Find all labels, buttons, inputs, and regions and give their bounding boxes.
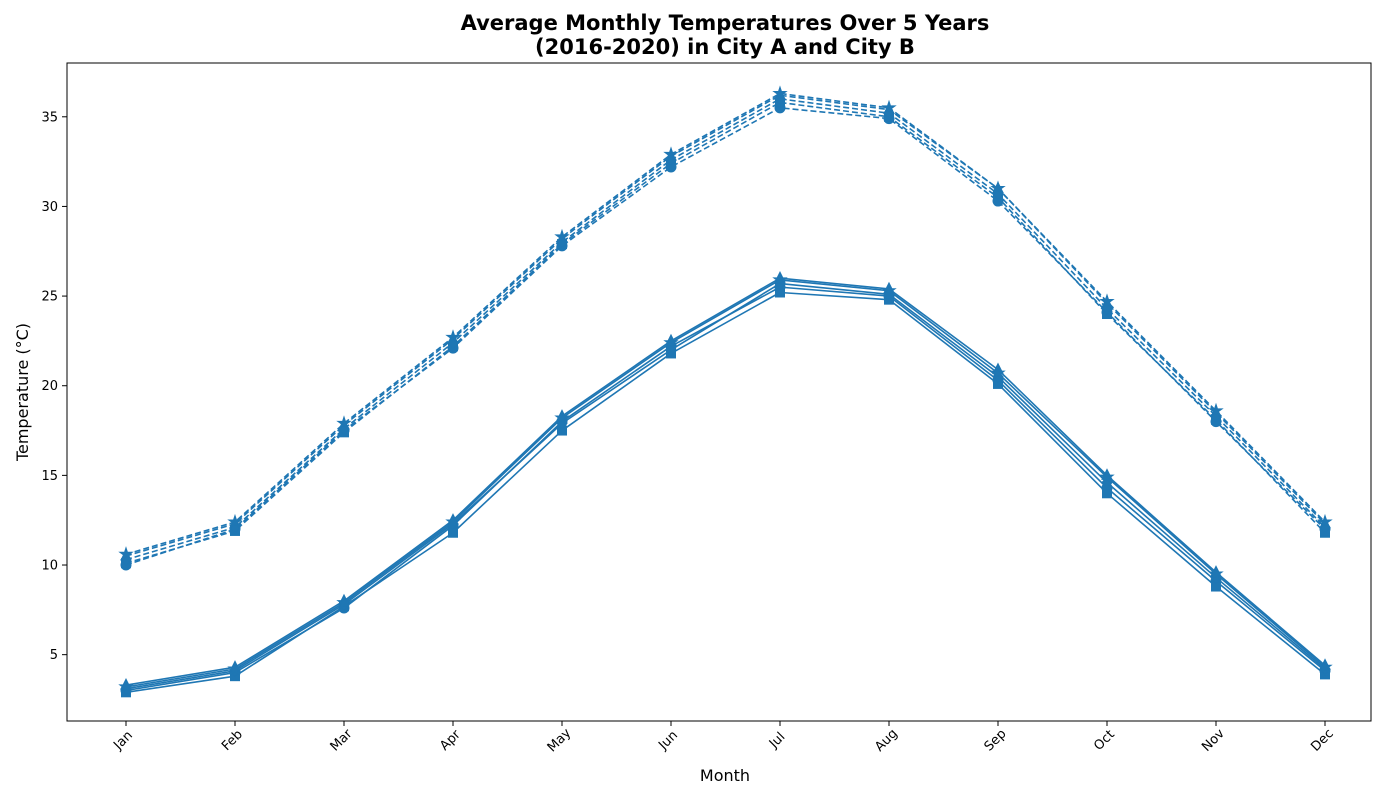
point-a-2-oct: [1102, 488, 1112, 499]
point-a-4-may: [554, 409, 570, 425]
point-a-4-apr: [445, 513, 461, 529]
x-tick-label-sep: Sep: [982, 727, 1010, 755]
point-a-4-nov: [1208, 565, 1224, 581]
x-tick-label-jan: Jan: [110, 728, 135, 753]
x-tick-label-aug: Aug: [872, 726, 901, 755]
x-tick-label-apr: Apr: [437, 727, 464, 754]
x-tick-label-mar: Mar: [328, 726, 356, 754]
y-tick-label-10: 10: [41, 559, 58, 574]
series-line-b-9: [125, 92, 1326, 556]
point-b-9-jul: [772, 85, 788, 101]
series-city-a-4: [118, 271, 1333, 694]
series-city-b-6: [120, 88, 1331, 561]
x-tick-label-dec: Dec: [1308, 726, 1336, 754]
series-line-a-3: [125, 282, 1326, 690]
chart-title-line2: (2016-2020) in City A and City B: [535, 35, 915, 59]
point-b-9-apr: [445, 329, 461, 344]
y-tick-label-30: 30: [41, 200, 58, 215]
x-tick-label-jun: Jun: [655, 728, 681, 754]
point-b-9-oct: [1099, 293, 1115, 309]
point-a-4-sep: [990, 365, 1006, 380]
series-city-b-8: [120, 92, 1331, 567]
point-a-4-dec: [1317, 659, 1333, 674]
point-a-4-jan: [118, 678, 134, 694]
series-line-b-7: [125, 101, 1326, 564]
point-b-9-nov: [1208, 402, 1224, 418]
point-a-4-oct: [1099, 469, 1115, 484]
point-b-9-sep: [990, 180, 1006, 196]
point-b-9-may: [554, 228, 570, 244]
point-b-9-mar: [336, 415, 352, 430]
x-tick-label-may: May: [545, 726, 575, 756]
series-line-a-4: [125, 279, 1326, 688]
point-b-9-dec: [1317, 513, 1333, 529]
chart-title-line1: Average Monthly Temperatures Over 5 Year…: [461, 11, 990, 35]
series-layer: [118, 85, 1333, 698]
x-axis-label: Month: [700, 766, 750, 785]
series-city-b-5: [120, 102, 1331, 571]
y-axis-label: Temperature (°C): [13, 323, 32, 462]
y-tick-label-25: 25: [41, 290, 58, 305]
plot-area-frame: [66, 62, 1372, 722]
series-line-b-6: [125, 94, 1326, 557]
series-line-b-8: [125, 98, 1326, 561]
y-tick-label-15: 15: [41, 469, 58, 484]
point-a-4-jun: [663, 334, 679, 350]
series-line-a-1: [125, 277, 1326, 686]
x-tick-label-feb: Feb: [219, 727, 246, 754]
series-line-b-5: [125, 107, 1326, 566]
axes-layer: Jan Feb Mar Apr May Jun Jul Aug Sep Oct Nov Dec 5 10 1…: [41, 110, 1336, 755]
point-b-9-feb: [227, 513, 243, 529]
y-tick-label-20: 20: [41, 379, 58, 394]
point-b-9-jun: [663, 146, 679, 161]
point-b-9-aug: [881, 99, 897, 115]
point-a-4-aug: [881, 282, 897, 298]
y-tick-label-35: 35: [41, 110, 58, 125]
series-city-b-7: [121, 97, 1330, 569]
point-a-4-feb: [227, 660, 243, 676]
point-b-9-jan: [118, 546, 134, 561]
series-city-a-1: [120, 271, 1331, 690]
point-a-4-mar: [336, 594, 352, 610]
series-line-a-2: [125, 291, 1326, 694]
series-city-b-9: [118, 85, 1333, 561]
x-tick-label-jul: Jul: [766, 730, 788, 752]
x-tick-label-oct: Oct: [1091, 727, 1118, 754]
y-tick-label-5: 5: [50, 648, 58, 663]
x-tick-label-nov: Nov: [1199, 726, 1228, 755]
point-a-4-jul: [772, 271, 788, 287]
